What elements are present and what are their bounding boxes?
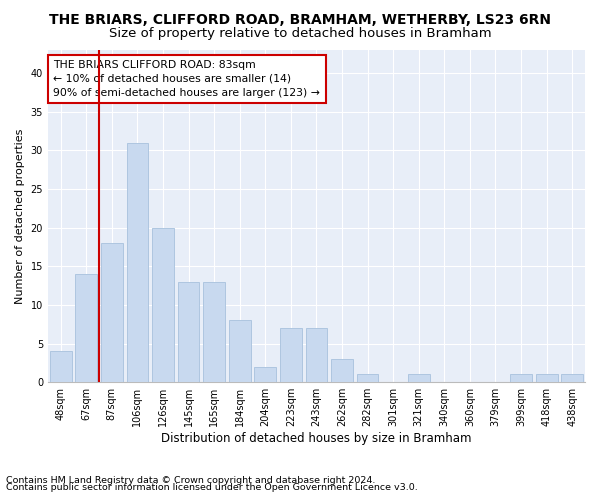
Bar xyxy=(178,282,199,382)
Y-axis label: Number of detached properties: Number of detached properties xyxy=(15,128,25,304)
Bar xyxy=(127,142,148,382)
Text: Contains HM Land Registry data © Crown copyright and database right 2024.: Contains HM Land Registry data © Crown c… xyxy=(6,476,376,485)
Bar xyxy=(357,374,379,382)
Text: THE BRIARS, CLIFFORD ROAD, BRAMHAM, WETHERBY, LS23 6RN: THE BRIARS, CLIFFORD ROAD, BRAMHAM, WETH… xyxy=(49,12,551,26)
Bar xyxy=(408,374,430,382)
Bar xyxy=(510,374,532,382)
Bar xyxy=(152,228,174,382)
Bar xyxy=(76,274,97,382)
X-axis label: Distribution of detached houses by size in Bramham: Distribution of detached houses by size … xyxy=(161,432,472,445)
Bar xyxy=(203,282,225,382)
Bar xyxy=(305,328,328,382)
Bar xyxy=(229,320,251,382)
Bar xyxy=(331,359,353,382)
Bar xyxy=(254,367,276,382)
Bar xyxy=(536,374,557,382)
Text: Size of property relative to detached houses in Bramham: Size of property relative to detached ho… xyxy=(109,28,491,40)
Bar xyxy=(562,374,583,382)
Bar xyxy=(101,243,123,382)
Bar xyxy=(50,352,71,382)
Text: THE BRIARS CLIFFORD ROAD: 83sqm
← 10% of detached houses are smaller (14)
90% of: THE BRIARS CLIFFORD ROAD: 83sqm ← 10% of… xyxy=(53,60,320,98)
Bar xyxy=(280,328,302,382)
Text: Contains public sector information licensed under the Open Government Licence v3: Contains public sector information licen… xyxy=(6,484,418,492)
